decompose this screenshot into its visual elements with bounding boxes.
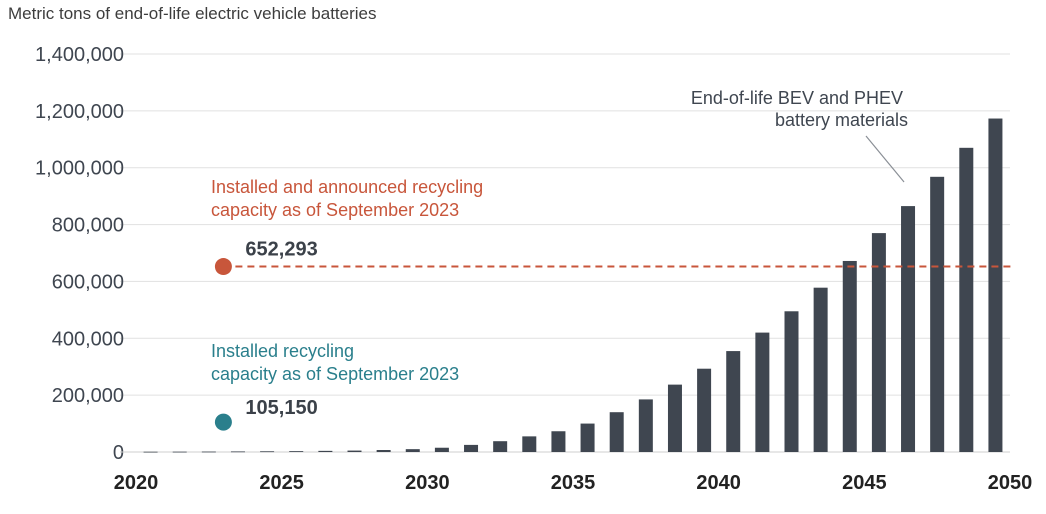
bar (376, 450, 391, 452)
installed-capacity-value: 105,150 (245, 397, 317, 419)
bar (609, 412, 624, 452)
y-tick-label: 200,000 (52, 385, 124, 407)
bar (842, 260, 857, 452)
bar (318, 450, 333, 452)
y-tick-label: 1,200,000 (35, 101, 124, 123)
bar (522, 436, 537, 452)
bar (493, 441, 508, 452)
bar (726, 351, 741, 452)
installed-capacity-label: Installed recycling (211, 341, 354, 361)
bar (143, 451, 158, 453)
y-axis-title: Metric tons of end-of-life electric vehi… (8, 4, 377, 23)
bar (871, 233, 886, 452)
bar (697, 368, 712, 452)
x-tick-label: 2045 (842, 472, 887, 494)
y-tick-label: 1,400,000 (35, 44, 124, 66)
y-tick-label: 0 (113, 442, 124, 464)
bar (405, 449, 420, 452)
y-tick-label: 1,000,000 (35, 158, 124, 180)
series-callout-label: battery materials (775, 110, 908, 130)
x-tick-label: 2035 (551, 472, 596, 494)
series-callout-label: End-of-life BEV and PHEV (691, 88, 903, 108)
x-tick-label: 2030 (405, 472, 450, 494)
y-tick-label: 600,000 (52, 271, 124, 293)
x-tick-label: 2050 (988, 472, 1033, 494)
bar (464, 444, 479, 452)
bar (959, 147, 974, 453)
bar (755, 332, 770, 452)
bar (901, 206, 916, 452)
x-tick-label: 2040 (696, 472, 741, 494)
bar (813, 287, 828, 452)
installed-announced-capacity-value: 652,293 (245, 239, 317, 261)
bar (347, 450, 362, 452)
bar (201, 451, 216, 453)
series-callout-leader (865, 135, 905, 183)
bar (172, 451, 187, 453)
bar (988, 118, 1003, 452)
bar (580, 423, 595, 452)
bar (930, 176, 945, 452)
installed-capacity-label: capacity as of September 2023 (211, 364, 459, 384)
installed-announced-capacity-label: Installed and announced recycling (211, 177, 483, 197)
bar (230, 451, 245, 453)
bar (260, 451, 275, 453)
bar (784, 311, 799, 452)
installed-announced-capacity-label: capacity as of September 2023 (211, 200, 459, 220)
installed-capacity-marker (214, 413, 232, 431)
x-tick-label: 2020 (114, 472, 159, 494)
bar (638, 399, 653, 452)
bar (667, 384, 682, 452)
y-tick-label: 800,000 (52, 215, 124, 237)
bar (434, 447, 449, 452)
bar (551, 431, 566, 452)
installed-announced-capacity-marker (214, 258, 232, 276)
x-tick-label: 2025 (259, 472, 304, 494)
bar (289, 451, 304, 452)
y-tick-label: 400,000 (52, 328, 124, 350)
